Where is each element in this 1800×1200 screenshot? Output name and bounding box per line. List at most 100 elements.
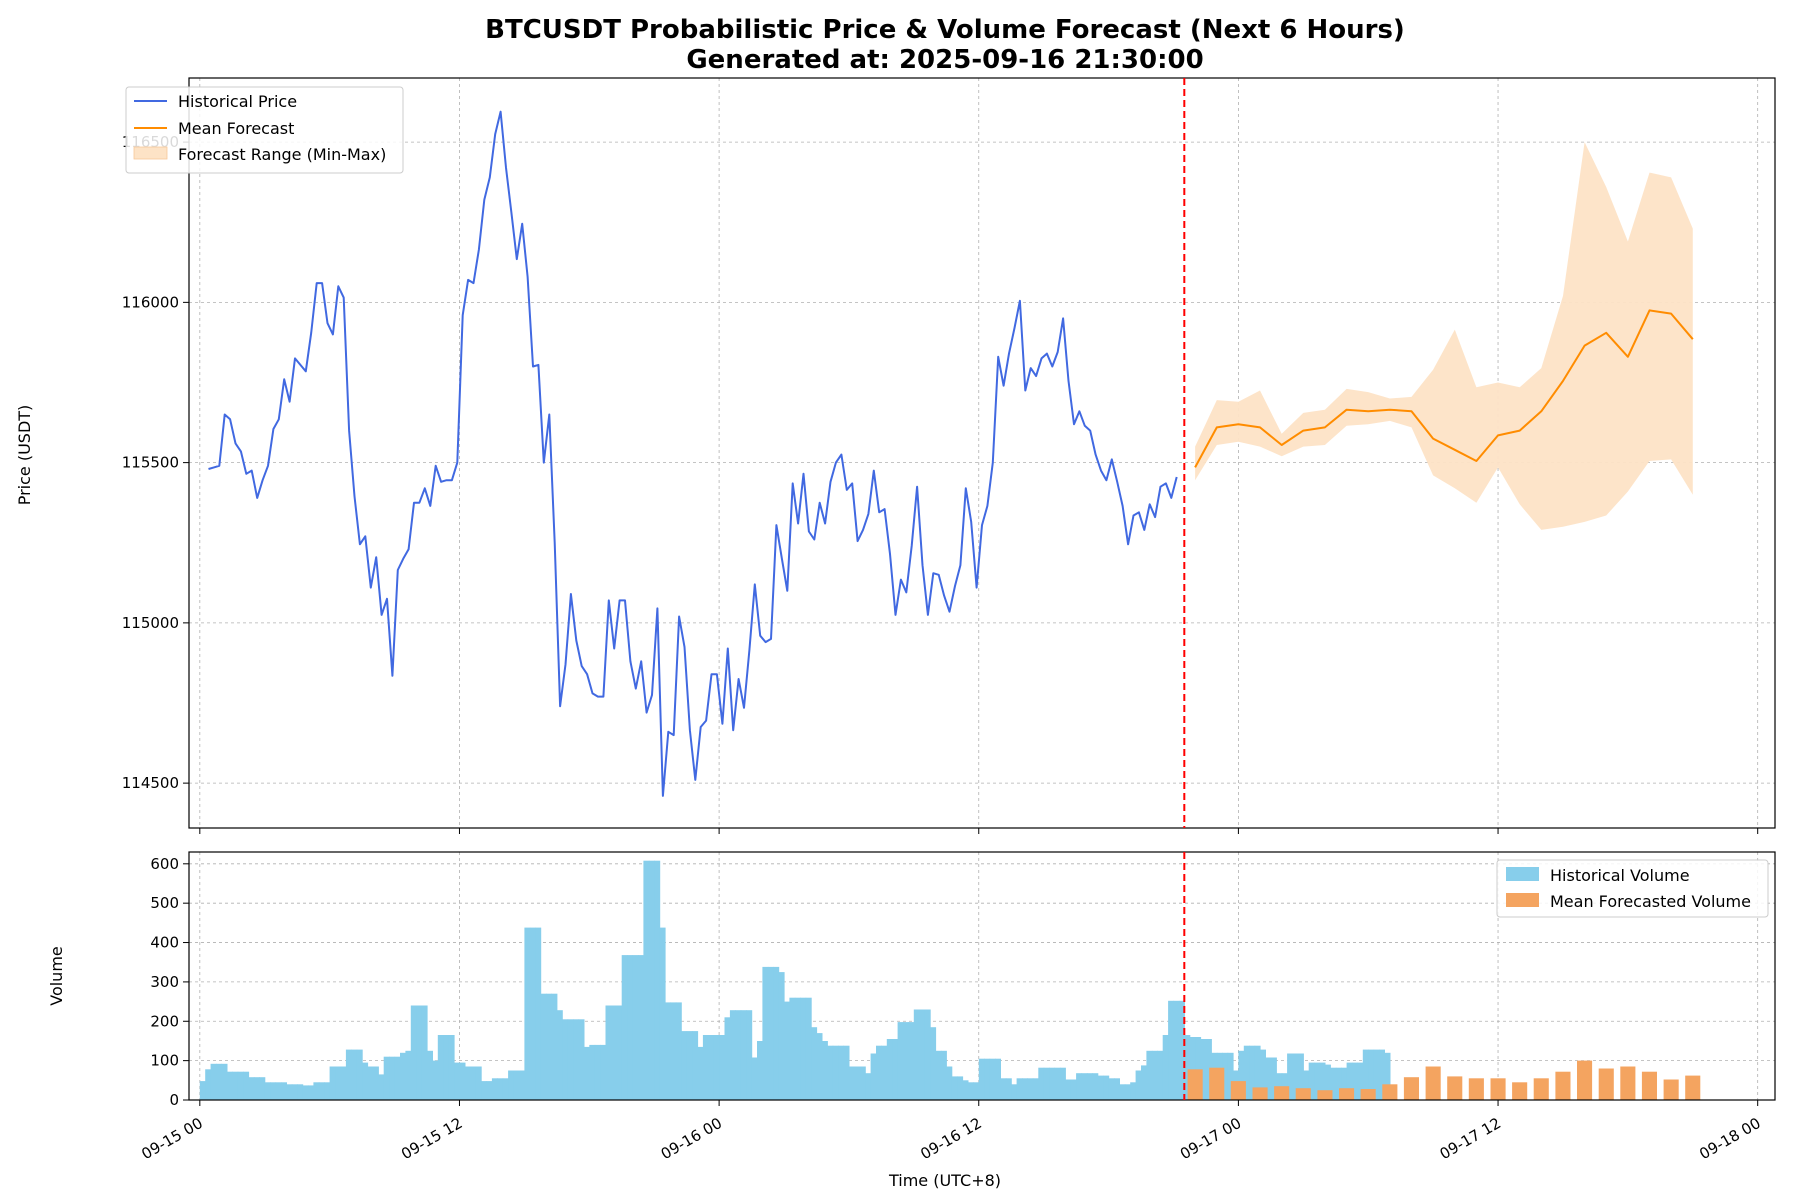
historical-volume-bar <box>529 927 536 1100</box>
historical-volume-bar <box>356 1049 363 1100</box>
historical-volume-bar <box>481 1081 488 1100</box>
volume-y-ticks: 0 100 200 300 400 500 600 <box>150 855 189 1109</box>
historical-volume-bar <box>443 1035 450 1100</box>
historical-volume-bar <box>648 860 655 1100</box>
historical-volume-bar <box>448 1035 455 1100</box>
historical-volume-bar <box>600 1044 607 1100</box>
forecast-volume-bar <box>1577 1060 1593 1100</box>
historical-volume-bar <box>1114 1078 1120 1100</box>
historical-volume-bar <box>1027 1078 1034 1100</box>
volume-y-tick-label: 0 <box>169 1091 179 1109</box>
historical-volume-bar <box>237 1071 244 1100</box>
historical-volume-bar <box>757 1041 763 1100</box>
historical-volume-bar <box>1092 1073 1099 1100</box>
legend-historical-volume-label: Historical Volume <box>1550 866 1690 885</box>
historical-volume-bar <box>1362 1049 1369 1100</box>
historical-volume-bar <box>778 972 785 1100</box>
historical-volume-bar <box>1135 1070 1142 1100</box>
volume-legend: Historical Volume Mean Forecasted Volume <box>1496 859 1769 918</box>
forecast-volume-bar <box>1252 1087 1268 1100</box>
historical-volume-bar <box>578 1019 585 1100</box>
historical-volume-bar <box>362 1062 369 1100</box>
historical-volume-bar <box>729 1010 736 1100</box>
historical-volume-bar <box>1130 1082 1137 1100</box>
historical-volume-bar <box>1065 1079 1072 1100</box>
price-legend-box <box>125 86 404 174</box>
historical-volume-bar <box>951 1076 958 1100</box>
forecast-volume-bar <box>1533 1078 1549 1100</box>
historical-volume-bar <box>226 1071 233 1100</box>
historical-volume-bar <box>670 1002 677 1100</box>
historical-volume-bar <box>335 1066 342 1100</box>
price-legend: Historical Price Mean Forecast Forecast Ra… <box>125 86 404 174</box>
legend-historical-volume-swatch <box>1506 867 1539 881</box>
forecast-volume-bar <box>1447 1076 1463 1100</box>
historical-volume-bar <box>378 1074 385 1100</box>
historical-volume-bar <box>827 1045 834 1100</box>
historical-volume-bar <box>821 1041 828 1100</box>
time-x-axis-label: Time (UTC+8) <box>888 1171 1001 1190</box>
volume-y-tick-label: 100 <box>150 1052 179 1070</box>
historical-volume-bar <box>838 1045 845 1100</box>
historical-volume-bar <box>1022 1078 1028 1100</box>
historical-volume-bar <box>253 1077 260 1100</box>
forecast-volume-bar <box>1490 1078 1506 1100</box>
historical-volume-bar <box>459 1062 466 1100</box>
historical-volume-bar <box>692 1031 699 1100</box>
historical-volume-bar <box>216 1063 222 1100</box>
historical-volume-bar <box>232 1071 239 1100</box>
historical-volume-bar <box>995 1058 1001 1100</box>
historical-volume-bar <box>681 1031 688 1100</box>
historical-volume-bar <box>1124 1084 1131 1100</box>
historical-volume-bar <box>1260 1049 1266 1100</box>
historical-volume-bar <box>1270 1057 1277 1100</box>
historical-volume-bar <box>784 1001 790 1100</box>
historical-volume-bar <box>302 1085 309 1100</box>
historical-volume-bar <box>535 927 542 1100</box>
price-axes-frame <box>188 77 1776 829</box>
historical-volume-bar <box>713 1035 720 1100</box>
historical-volume-bar <box>205 1069 212 1100</box>
price-series <box>208 110 1694 797</box>
historical-volume-bar <box>811 1027 818 1100</box>
historical-volume-bar <box>897 1022 904 1100</box>
historical-volume-bar <box>562 1019 569 1100</box>
historical-volume-bar <box>1000 1078 1007 1100</box>
historical-volume-bar <box>1297 1053 1304 1100</box>
historical-volume-bar <box>475 1066 482 1100</box>
historical-volume-bar <box>881 1045 888 1100</box>
forecast-volume-bar <box>1295 1088 1311 1100</box>
forecast-range-area <box>1195 142 1693 530</box>
historical-volume-bar <box>367 1066 374 1100</box>
historical-volume-bar <box>1016 1078 1023 1100</box>
historical-volume-bar <box>1249 1045 1256 1100</box>
historical-volume-bar <box>1032 1078 1039 1100</box>
historical-volume-bar <box>1103 1075 1110 1100</box>
historical-volume-bar <box>454 1062 461 1100</box>
historical-volume-bar <box>746 1010 753 1100</box>
historical-volume-bar <box>751 1057 758 1100</box>
volume-y-tick-label: 600 <box>150 855 179 873</box>
historical-volume-bar <box>697 1046 704 1100</box>
historical-volume-bar <box>329 1066 336 1100</box>
historical-volume-bar <box>724 1017 731 1100</box>
historical-volume-bar <box>351 1049 358 1100</box>
historical-volume-bar <box>1184 1035 1191 1100</box>
historical-volume-bar <box>1324 1064 1331 1100</box>
historical-volume-bar <box>297 1084 304 1100</box>
historical-volume-bar <box>892 1039 899 1100</box>
historical-volume-bar <box>870 1053 877 1100</box>
historical-volume-bar <box>513 1070 520 1100</box>
historical-volume-bar <box>848 1066 855 1100</box>
price-x-ticks <box>199 828 1759 834</box>
forecast-volume-bar <box>1641 1071 1657 1100</box>
historical-volume-bar <box>1097 1075 1104 1100</box>
historical-volume-bar <box>924 1009 931 1100</box>
historical-volume-bar <box>243 1071 250 1100</box>
historical-volume-bar <box>551 993 558 1100</box>
historical-volume-bar <box>627 955 634 1100</box>
historical-volume-bar <box>1076 1073 1083 1100</box>
historical-volume-bar <box>210 1063 217 1100</box>
volume-axes-frame <box>188 851 1776 1101</box>
